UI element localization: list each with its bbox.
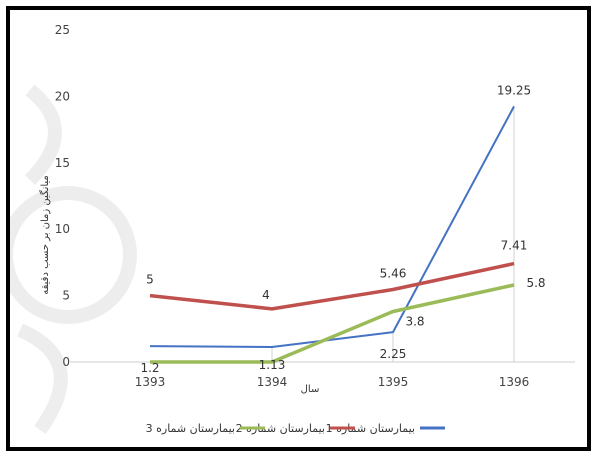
series-lines xyxy=(149,105,515,364)
data-label: 4 xyxy=(262,288,270,302)
watermark-petal xyxy=(24,84,62,185)
data-label: 1.2 xyxy=(140,361,159,375)
y-tick-label: 25 xyxy=(55,23,70,37)
chart-frame: 0 5 10 15 20 25 1393 1394 1395 1396 1.2 1.13 2.25 1… xyxy=(6,6,591,451)
y-tick-label: 15 xyxy=(55,156,70,170)
data-label: 7.41 xyxy=(501,239,528,253)
data-label: 3.8 xyxy=(405,315,424,329)
x-axis-title: سال xyxy=(301,384,320,395)
legend-label-2: بیمارستان شماره 2 xyxy=(236,422,325,435)
category-guides xyxy=(271,106,515,362)
data-label: 19.25 xyxy=(497,83,531,97)
series-line-3 xyxy=(150,283,515,364)
decorative-watermark xyxy=(10,84,137,435)
y-axis-title: میانگین زمان بر حسب دقیقه xyxy=(39,175,51,295)
y-tick-label: 5 xyxy=(62,289,70,303)
x-tick-label: 1395 xyxy=(378,375,409,389)
watermark-ring xyxy=(10,186,137,324)
data-label: 5.46 xyxy=(380,266,407,280)
plot-area-background xyxy=(10,10,587,447)
data-label: 5.8 xyxy=(526,276,545,290)
y-tick-label: 0 xyxy=(62,355,70,369)
x-tick-label: 1393 xyxy=(135,375,166,389)
x-axis-ticks: 1393 1394 1395 1396 xyxy=(135,375,530,389)
y-tick-label: 10 xyxy=(55,222,70,236)
legend-label-3: بیمارستان شماره 3 xyxy=(146,422,235,435)
data-labels: 1.2 1.13 2.25 19.25 5 4 5.46 7.41 3.8 5.8 xyxy=(140,83,545,375)
watermark-petal xyxy=(17,323,68,435)
series-line-1 xyxy=(149,105,515,348)
data-label: 1.13 xyxy=(259,358,286,372)
y-tick-label: 20 xyxy=(55,89,70,103)
data-label: 5 xyxy=(146,273,154,287)
series-line-2 xyxy=(149,261,515,311)
x-tick-label: 1396 xyxy=(499,375,530,389)
legend-label-1: بیمارستان شماره 1 xyxy=(326,422,415,435)
data-label: 2.25 xyxy=(380,347,407,361)
y-axis-ticks: 0 5 10 15 20 25 xyxy=(55,23,70,369)
x-tick-label: 1394 xyxy=(257,375,288,389)
